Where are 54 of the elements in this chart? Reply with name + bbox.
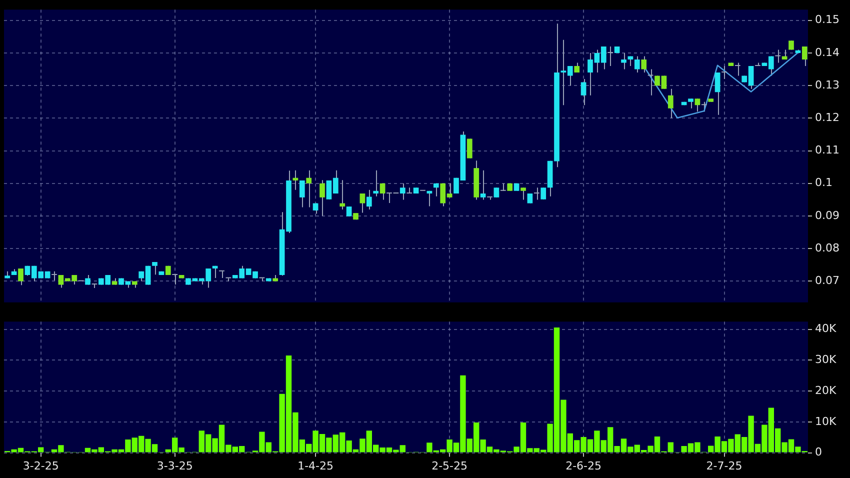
candlestick	[775, 49, 781, 64]
candlestick	[340, 180, 346, 210]
candlestick	[92, 283, 98, 289]
candlestick	[373, 170, 379, 197]
y-tick-label: 0.15	[815, 13, 840, 26]
candlestick	[608, 46, 614, 67]
y-tick-label: 0.07	[815, 274, 840, 288]
candlestick	[219, 270, 224, 278]
x-tick-label: 3-2-25	[22, 459, 59, 472]
y-tick-label: 10K	[815, 414, 837, 428]
y-tick-label: 0.09	[815, 208, 840, 222]
y-tick-label: 0.1	[815, 176, 832, 190]
candlestick	[634, 56, 640, 74]
y-tick-label: 40K	[815, 322, 837, 336]
candlestick	[701, 101, 707, 112]
candlestick	[18, 268, 24, 286]
candlestick	[668, 88, 674, 119]
y-tick-label: 0.14	[815, 46, 840, 59]
candlestick	[306, 170, 312, 208]
candlestick	[299, 180, 305, 208]
candlestick	[466, 138, 472, 159]
candlestick	[152, 261, 158, 276]
candlestick	[734, 62, 740, 76]
candlestick	[648, 68, 654, 96]
candlestick	[802, 46, 808, 67]
y-tick-label: 0.11	[815, 144, 840, 157]
y-tick-label: 0.12	[815, 111, 840, 124]
candlestick	[360, 192, 366, 214]
x-tick-label: 2-6-25	[566, 459, 602, 472]
x-tick-label: 2-5-25	[432, 459, 468, 472]
candlestick	[688, 98, 694, 109]
candlestick	[534, 187, 540, 200]
candlestick	[621, 52, 626, 70]
candlestick	[346, 206, 352, 217]
x-tick-label: 3-3-25	[156, 459, 193, 472]
candlestick	[52, 270, 57, 282]
candlestick	[641, 56, 647, 74]
y-tick-label: 0.13	[815, 78, 840, 92]
y-tick-label: 30K	[815, 353, 837, 366]
candlestick	[580, 78, 586, 106]
candlestick	[722, 66, 727, 80]
candlestick	[320, 180, 325, 216]
y-tick-label: 0	[815, 446, 822, 459]
y-tick-label: 0.08	[815, 241, 840, 254]
candlestick	[433, 182, 439, 197]
x-tick-label: 2-7-25	[706, 459, 742, 472]
candlestick	[172, 274, 178, 285]
y-tick-label: 20K	[815, 384, 837, 397]
candlestick	[714, 72, 720, 116]
x-tick-label: 1-4-25	[298, 459, 334, 472]
candlestick	[366, 189, 372, 210]
candlestick	[628, 56, 634, 67]
candlestick	[782, 49, 788, 60]
candlestick	[520, 187, 526, 200]
